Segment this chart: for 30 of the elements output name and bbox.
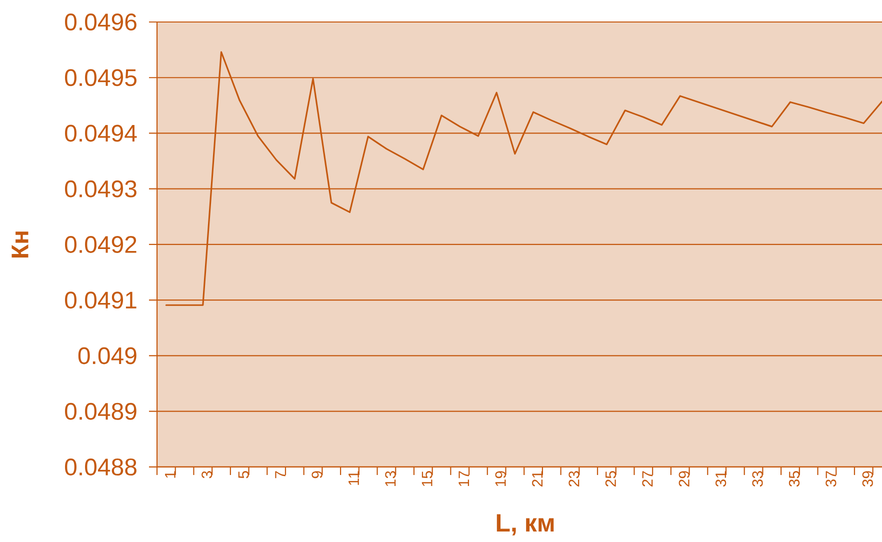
x-tick-label: 9 xyxy=(312,471,322,478)
y-tick-label: 0.0496 xyxy=(65,13,136,30)
y-tick-label: 0.0493 xyxy=(65,180,136,198)
x-tick-label: 27 xyxy=(642,471,653,486)
x-tick-label: 17 xyxy=(458,471,470,486)
y-axis-title: Кн xyxy=(12,232,28,258)
x-tick-label: 23 xyxy=(568,471,580,486)
x-tick-label: 35 xyxy=(788,471,800,487)
x-tick-label: 31 xyxy=(716,471,726,487)
x-tick-label: 15 xyxy=(422,471,432,486)
y-tick-label: 0.049 xyxy=(78,347,136,364)
x-tick-label: 19 xyxy=(495,471,506,486)
x-tick-label: 29 xyxy=(678,471,690,486)
x-tick-label: 21 xyxy=(532,471,543,486)
x-axis-title: L, км xyxy=(496,514,554,536)
x-tick-label: 3 xyxy=(202,471,212,478)
x-tick-label: 33 xyxy=(752,471,763,487)
y-tick-label: 0.0494 xyxy=(65,124,137,142)
x-tick-label: 25 xyxy=(605,471,616,486)
x-tick-label: 11 xyxy=(348,471,359,485)
y-tick-label: 0.0491 xyxy=(65,292,136,309)
y-tick-label: 0.0492 xyxy=(65,236,136,253)
y-tick-label: 0.0489 xyxy=(65,402,136,420)
y-tick-label: 0.0488 xyxy=(65,458,136,476)
x-tick-label: 13 xyxy=(385,471,396,486)
x-tick-label: 7 xyxy=(275,471,286,478)
x-tick-label: 37 xyxy=(826,471,836,487)
x-tick-label: 39 xyxy=(862,471,873,487)
y-tick-label: 0.0495 xyxy=(65,69,136,86)
x-tick-label: 5 xyxy=(238,471,249,478)
